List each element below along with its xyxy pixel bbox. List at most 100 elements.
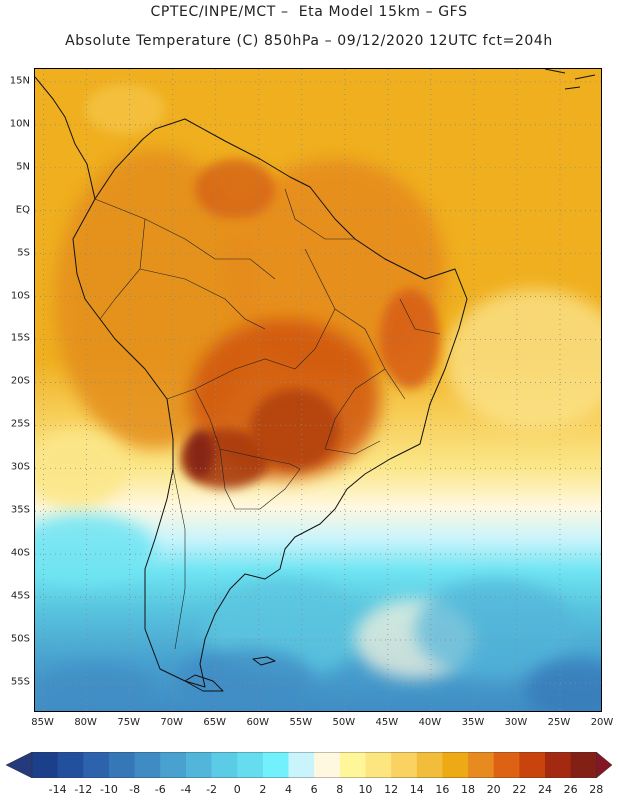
- colorbar-segment: [237, 752, 264, 778]
- central-america-coastline: [35, 76, 96, 200]
- colorbar-label: 22: [512, 783, 527, 796]
- colorbar-segment: [288, 752, 315, 778]
- lon-label-65w: 65W: [203, 717, 227, 728]
- lon-label-50w: 50W: [332, 717, 356, 728]
- colorbar-label: -2: [206, 783, 218, 796]
- temperature-colorbar: [6, 752, 612, 778]
- colorbar-label: 10: [358, 783, 373, 796]
- lat-label-10n: 10N: [9, 118, 30, 130]
- border-line: [172, 468, 186, 650]
- colorbar-segment: [83, 752, 110, 778]
- coastlines: [35, 69, 596, 692]
- map-title-line2: Absolute Temperature (C) 850hPa – 09/12/…: [65, 33, 553, 49]
- lon-label-80w: 80W: [74, 717, 97, 728]
- tierra-del-fuego: [184, 674, 224, 692]
- colorbar-label: 8: [336, 783, 344, 796]
- lon-label-35w: 35W: [461, 717, 485, 728]
- lat-label-25s: 25S: [10, 418, 30, 430]
- colorbar-label: 24: [538, 783, 552, 796]
- colorbar-segment: [391, 752, 418, 778]
- colorbar-label: 0: [233, 783, 241, 796]
- lat-label-5s: 5S: [17, 247, 30, 259]
- lat-label-eq: EQ: [15, 204, 30, 216]
- lon-label-45w: 45W: [375, 717, 399, 728]
- colorbar-label: 20: [486, 783, 501, 796]
- colorbar-over-arrow: [596, 752, 612, 778]
- border-line: [259, 463, 301, 510]
- border-line: [284, 188, 355, 240]
- map-title-line1: CPTEC/INPE/MCT – Eta Model 15km – GFS: [150, 4, 468, 20]
- border-line: [324, 440, 381, 455]
- colorbar-segment: [416, 752, 443, 778]
- colorbar-label: -12: [74, 783, 93, 796]
- border-line: [99, 218, 146, 320]
- border-line: [219, 448, 260, 510]
- border-line: [304, 248, 406, 400]
- lat-label-50s: 50S: [10, 633, 30, 645]
- colorbar-segment: [32, 752, 59, 778]
- colorbar-segment: [185, 752, 212, 778]
- border-line: [324, 368, 386, 450]
- lat-label-15n: 15N: [9, 75, 30, 87]
- border-line: [166, 358, 296, 400]
- south-america-coastline: [72, 118, 468, 688]
- colorbar-segment: [314, 752, 341, 778]
- colorbar-segment: [468, 752, 495, 778]
- lat-label-35s: 35S: [10, 504, 30, 516]
- colorbar-segment: [57, 752, 84, 778]
- temperature-anomaly-patches: [35, 84, 601, 711]
- colorbar-segment: [570, 752, 597, 778]
- colorbar-segment: [134, 752, 161, 778]
- colorbar-label: 16: [435, 783, 450, 796]
- lat-label-45s: 45S: [10, 590, 30, 602]
- caribbean-islands: [544, 69, 596, 90]
- colorbar-label: 26: [563, 783, 578, 796]
- lon-label-55w: 55W: [289, 717, 313, 728]
- lat-label-55s: 55S: [10, 676, 30, 688]
- colorbar-label: -8: [129, 783, 141, 796]
- colorbar-segment: [160, 752, 187, 778]
- colorbar-segment: [108, 752, 135, 778]
- lat-label-40s: 40S: [10, 547, 30, 559]
- colorbar-label: -10: [99, 783, 118, 796]
- lon-label-20w: 20W: [590, 717, 614, 728]
- border-line: [399, 298, 441, 335]
- map-canvas: [35, 69, 601, 711]
- colorbar-label: -14: [48, 783, 67, 796]
- colorbar-segment: [545, 752, 572, 778]
- lon-label-85w: 85W: [31, 717, 54, 728]
- border-line: [139, 268, 266, 330]
- colorbar-label: 28: [589, 783, 604, 796]
- border-line: [94, 198, 276, 280]
- lon-label-30w: 30W: [504, 717, 528, 728]
- colorbar-segment: [339, 752, 366, 778]
- lon-label-75w: 75W: [117, 717, 140, 728]
- country-borders: [94, 188, 441, 650]
- colorbar-label: -6: [154, 783, 166, 796]
- lat-label-30s: 30S: [10, 461, 30, 473]
- lon-label-60w: 60W: [246, 717, 270, 728]
- colorbar-label: 2: [259, 783, 267, 796]
- lat-label-5n: 5N: [16, 161, 30, 173]
- colorbar-segment: [365, 752, 392, 778]
- colorbar-segment: [211, 752, 238, 778]
- lon-label-25w: 25W: [547, 717, 571, 728]
- colorbar-label: 4: [285, 783, 292, 796]
- colorbar-label: 12: [384, 783, 399, 796]
- falkland-islands: [252, 656, 276, 666]
- lon-label-70w: 70W: [160, 717, 183, 728]
- lat-label-20s: 20S: [10, 375, 30, 387]
- colorbar-label: 14: [409, 783, 424, 796]
- lat-label-15s: 15S: [10, 332, 30, 344]
- colorbar-segment: [442, 752, 469, 778]
- border-line: [294, 308, 336, 370]
- temperature-map: [34, 68, 602, 712]
- colorbar-segment: [262, 752, 289, 778]
- colorbar-label: 6: [310, 783, 318, 796]
- colorbar-label: -4: [180, 783, 192, 796]
- lat-label-10s: 10S: [10, 290, 30, 302]
- colorbar-segment: [519, 752, 546, 778]
- colorbar-segment: [493, 752, 520, 778]
- colorbar-under-arrow: [6, 752, 33, 778]
- colorbar-label: 18: [461, 783, 476, 796]
